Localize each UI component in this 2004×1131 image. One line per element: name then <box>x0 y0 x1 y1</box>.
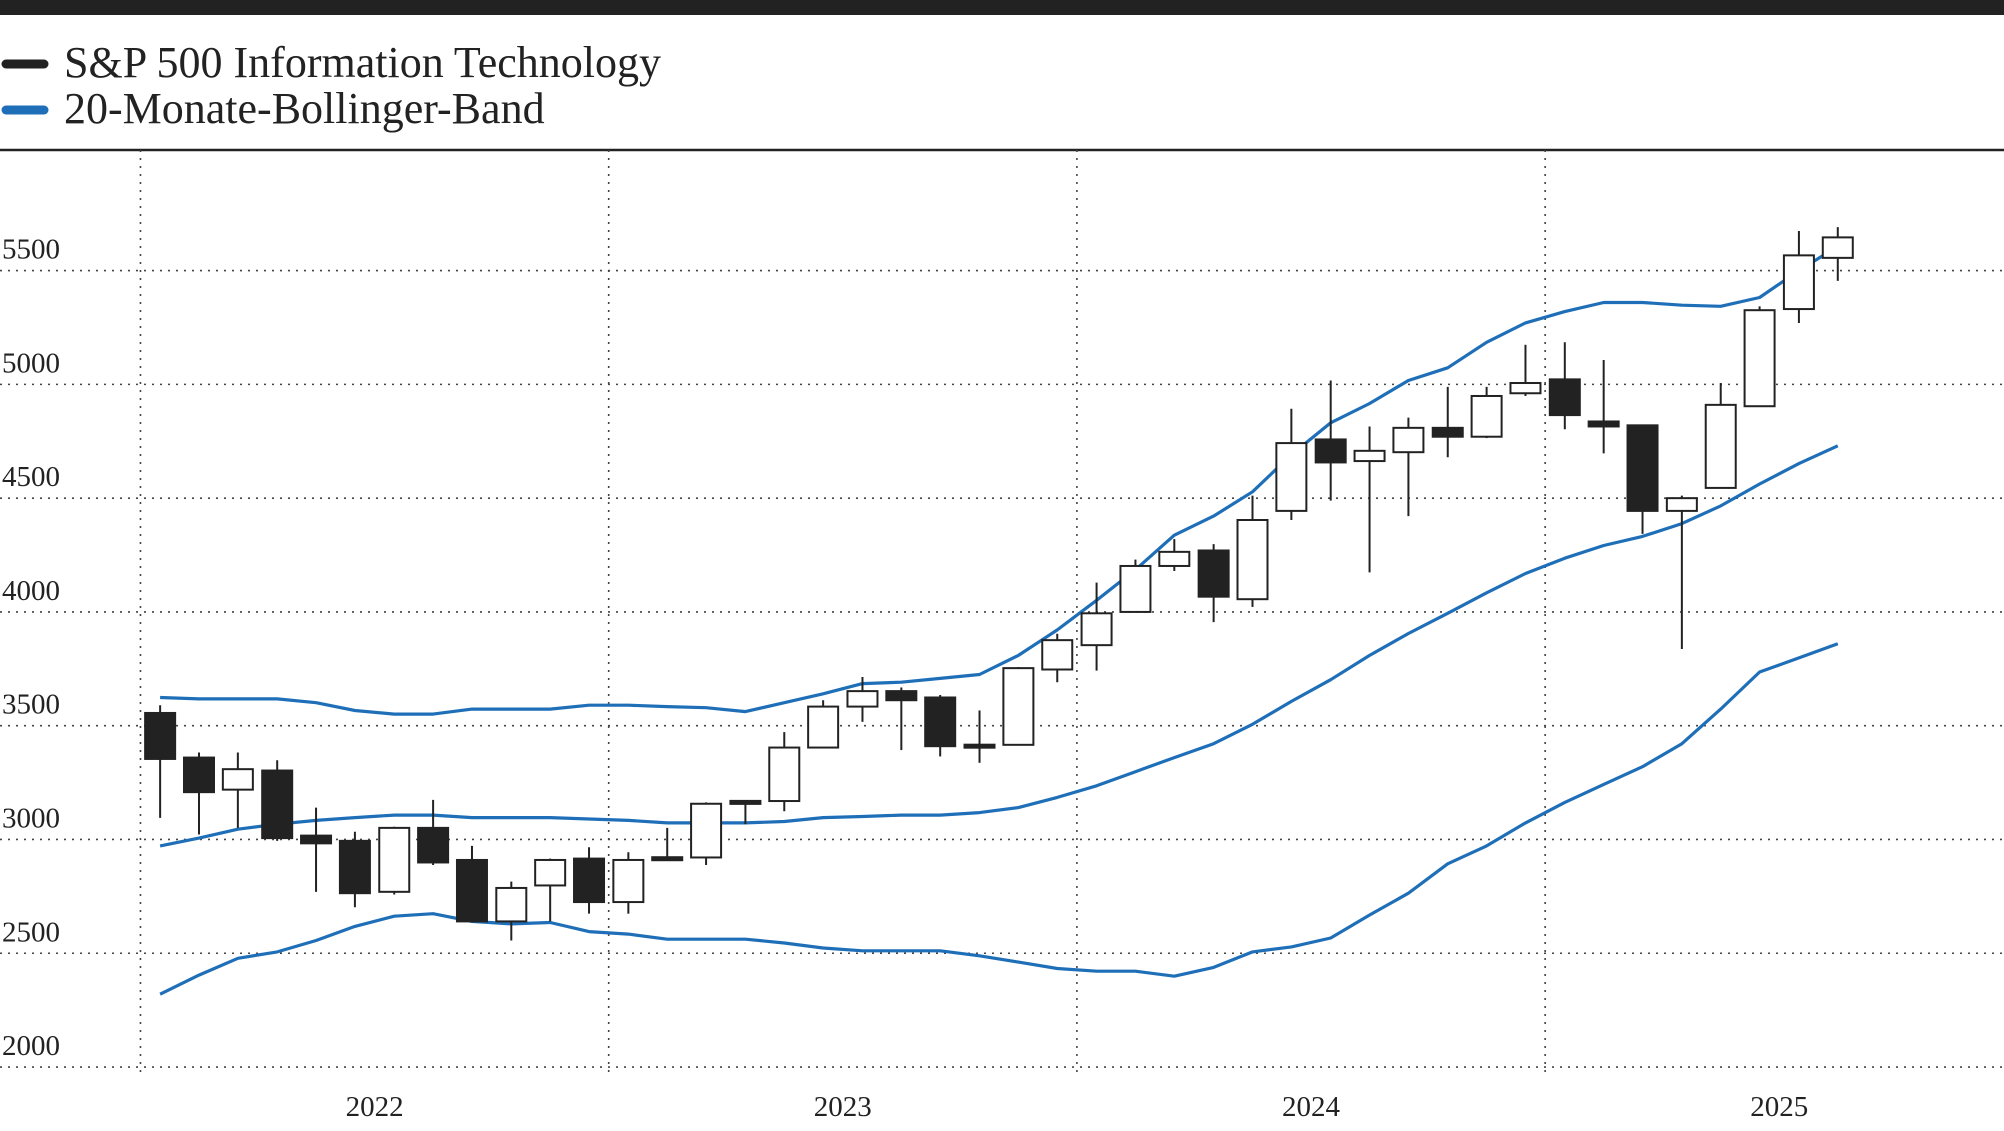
candle-body <box>495 886 528 923</box>
candle-body <box>1782 254 1815 311</box>
x-tick-label: 2024 <box>1282 1091 1341 1123</box>
candle-body <box>300 834 333 845</box>
y-tick-label: 2500 <box>2 916 60 948</box>
x-tick-label: 2025 <box>1750 1091 1808 1123</box>
candle-body <box>1002 667 1035 746</box>
candle-body <box>261 769 294 840</box>
candle-body <box>1236 519 1269 601</box>
legend-label: S&P 500 Information Technology <box>64 38 661 87</box>
candle-body <box>1704 403 1737 489</box>
candle-body <box>1353 449 1386 463</box>
bollinger-lower <box>159 642 1839 996</box>
candle-body <box>1626 424 1659 512</box>
candles <box>144 227 1854 941</box>
candle-body <box>534 858 567 887</box>
x-tick-label: 2022 <box>346 1091 404 1123</box>
y-tick-label: 5500 <box>2 234 60 266</box>
y-tick-label: 4000 <box>2 575 60 607</box>
legend-label: 20-Monate-Bollinger-Band <box>64 84 545 133</box>
candle-body <box>690 802 723 859</box>
candle-body <box>612 858 645 904</box>
candle-body <box>573 857 606 904</box>
candle-body <box>1431 426 1464 438</box>
legend: S&P 500 Information Technology20-Monate-… <box>1 38 661 133</box>
candle-body <box>1197 549 1230 598</box>
y-tick-label: 4500 <box>2 461 60 493</box>
y-tick-label: 5000 <box>2 347 60 379</box>
candle-body <box>1821 236 1854 259</box>
candle-body <box>729 799 762 805</box>
bollinger-middle <box>159 444 1839 848</box>
candle-body <box>1158 550 1191 567</box>
candle-body <box>1041 639 1074 671</box>
candle-body <box>144 711 177 760</box>
candle-body <box>768 746 801 803</box>
candle-body <box>455 858 488 923</box>
grid <box>0 150 2004 1075</box>
candle-body <box>651 856 684 862</box>
candle-body <box>1548 378 1581 417</box>
candle-body <box>182 756 215 794</box>
candle-body <box>1743 309 1776 408</box>
bands <box>159 244 1839 996</box>
candle-body <box>417 826 450 864</box>
candle-body <box>1275 442 1308 512</box>
x-tick-label: 2023 <box>814 1091 872 1123</box>
candle-body <box>1587 420 1620 428</box>
candle-body <box>1119 564 1152 613</box>
candle-body <box>885 690 918 702</box>
candle-body <box>924 696 957 748</box>
y-tick-label: 3000 <box>2 802 60 834</box>
candle-body <box>1665 497 1698 512</box>
candle-body <box>1080 612 1113 647</box>
candle-body <box>1509 382 1542 395</box>
top-bar <box>0 0 2004 15</box>
bollinger-upper <box>160 244 1839 716</box>
y-tick-label: 2000 <box>2 1030 60 1062</box>
candle-body <box>1392 426 1425 454</box>
candle-body <box>1314 438 1347 464</box>
candle-body <box>378 826 411 893</box>
labels: 2000 2500 3000 3500 4000 4500 5000 5500 2022 2023… <box>2 234 1808 1123</box>
y-tick-label: 3500 <box>2 689 60 721</box>
candle-body <box>338 839 371 895</box>
candle-body <box>963 743 996 749</box>
candle-body <box>1470 394 1503 438</box>
candle-body <box>221 768 254 791</box>
candle-body <box>807 705 840 749</box>
candle-body <box>846 690 879 708</box>
